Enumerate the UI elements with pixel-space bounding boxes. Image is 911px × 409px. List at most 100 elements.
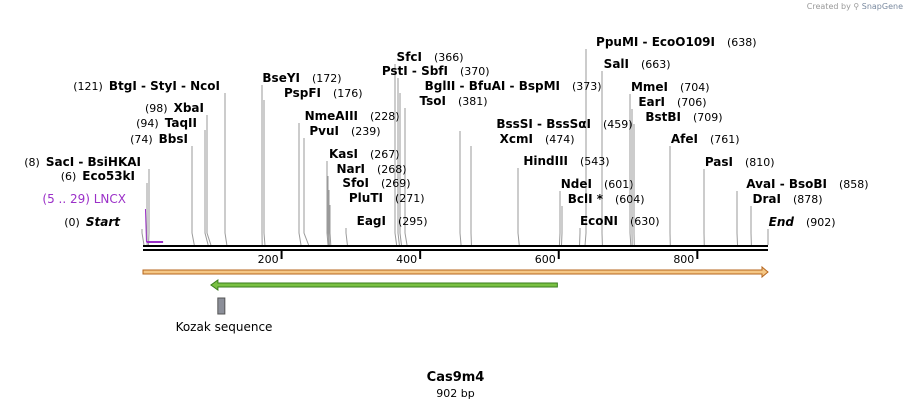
- site-label: TaqII: [165, 116, 197, 130]
- site-position: (295): [398, 215, 428, 228]
- site-label: TsoI: [420, 94, 446, 108]
- site-label: NarI: [336, 162, 365, 176]
- site-leader-line: [224, 93, 228, 246]
- kozak-sequence-label: Kozak sequence: [176, 320, 273, 334]
- site-name: NarI: [336, 162, 365, 176]
- site-name: MmeI: [631, 80, 668, 94]
- site-position: (474): [545, 133, 575, 146]
- site-name: TaqII: [165, 116, 197, 130]
- backbone-bottom-strand: [143, 249, 768, 251]
- site-position: (172): [312, 72, 342, 85]
- site-label: AfeI: [671, 132, 698, 146]
- site-leader-line: [459, 131, 462, 246]
- site-position: (74): [130, 133, 153, 146]
- site-label: BseYI: [262, 71, 300, 85]
- site-label: SalI: [604, 57, 629, 71]
- site-position: (381): [458, 95, 488, 108]
- site-label: BclI *: [568, 192, 604, 206]
- site-leader-line: [404, 108, 408, 246]
- primer-lncx-leader: [144, 208, 147, 243]
- site-label: HindIII: [523, 154, 568, 168]
- ruler-tick-label: 200: [258, 253, 279, 266]
- site-leader-line: [584, 49, 587, 246]
- site-name: AvaI - BsoBI: [746, 177, 827, 191]
- site-label: BglII - BfuAI - BspMI: [425, 79, 560, 93]
- site-name: BbsI: [159, 132, 188, 146]
- site-label: SacI - BsiHKAI: [46, 155, 141, 169]
- site-name: SfoI: [342, 176, 369, 190]
- primer-lncx-mark: [146, 241, 164, 243]
- site-label: EagI: [357, 214, 386, 228]
- site-position: (630): [630, 215, 660, 228]
- sequence-backbone: 200 400 600 800 (5 .. 29) LNCX: [42, 192, 768, 266]
- snapgene-logo-icon: ⚲: [853, 2, 860, 11]
- site-label: PvuI: [309, 124, 339, 138]
- credit-brand: SnapGene: [861, 2, 903, 11]
- site-leader-line: [394, 64, 398, 246]
- site-position: (121): [73, 80, 103, 93]
- ruler-tick-label: 400: [396, 253, 417, 266]
- kozak-sequence-box: [217, 297, 226, 315]
- site-position: (94): [136, 117, 159, 130]
- site-label: MmeI: [631, 80, 668, 94]
- site-label: DraI: [753, 192, 781, 206]
- site-leader-line: [298, 123, 302, 246]
- site-name: BseYI: [262, 71, 300, 85]
- site-leader-line: [329, 205, 332, 246]
- ruler-tick-label: 800: [673, 253, 694, 266]
- site-label: BbsI: [159, 132, 188, 146]
- site-leader-line: [141, 229, 145, 246]
- site-position: (176): [333, 87, 363, 100]
- primer-lncx-label: (5 .. 29) LNCX: [42, 192, 126, 206]
- site-name: EagI: [357, 214, 386, 228]
- site-label: SfcI: [397, 50, 422, 64]
- site-name: BclI *: [568, 192, 604, 206]
- site-position: (878): [793, 193, 823, 206]
- site-lines: [141, 49, 769, 246]
- site-name: NdeI: [561, 177, 592, 191]
- site-position: (228): [370, 110, 400, 123]
- site-label: BstBI: [645, 110, 681, 124]
- site-leader-line: [191, 146, 195, 246]
- site-name: End: [769, 215, 795, 229]
- site-label: EcoNI: [580, 214, 618, 228]
- site-position: (902): [806, 216, 836, 229]
- site-leader-line: [206, 115, 212, 246]
- site-label: XcmI: [500, 132, 533, 146]
- site-name: SfcI: [397, 50, 422, 64]
- site-leader-line: [517, 168, 520, 246]
- site-leader-line: [558, 191, 561, 246]
- feature-green-orf-arrow: [210, 279, 558, 291]
- site-name: PasI: [705, 155, 733, 169]
- site-position: (271): [395, 192, 425, 205]
- plasmid-name: Cas9m4: [426, 370, 485, 385]
- site-leader-line: [263, 100, 266, 246]
- site-leader-line: [399, 93, 402, 246]
- site-leader-line: [204, 130, 209, 246]
- site-label: NdeI: [561, 177, 592, 191]
- site-label: Eco53kI: [82, 169, 135, 183]
- site-name: TsoI: [420, 94, 446, 108]
- site-position: (858): [839, 178, 869, 191]
- site-position: (604): [615, 193, 645, 206]
- site-name: SacI - BsiHKAI: [46, 155, 141, 169]
- site-name: Start: [86, 215, 121, 229]
- site-name: EcoNI: [580, 214, 618, 228]
- site-position: (709): [693, 111, 723, 124]
- site-position: (366): [434, 51, 464, 64]
- site-name: BssSI - BssSαI: [496, 117, 591, 131]
- site-label: PluTI: [349, 191, 383, 205]
- site-leader-line: [397, 78, 400, 246]
- site-name: PluTI: [349, 191, 383, 205]
- site-label: SfoI: [342, 176, 369, 190]
- site-position: (810): [745, 156, 775, 169]
- backbone-top-strand: [143, 245, 768, 247]
- site-label: PasI: [705, 155, 733, 169]
- site-position: (239): [351, 125, 381, 138]
- site-name: BstBI: [645, 110, 681, 124]
- site-label: XbaI: [174, 101, 204, 115]
- primer-lncx-range: (5 .. 29): [42, 192, 93, 206]
- site-label: PpuMI - EcoO109I: [596, 35, 715, 49]
- site-name: PstI - SbfI: [382, 64, 448, 78]
